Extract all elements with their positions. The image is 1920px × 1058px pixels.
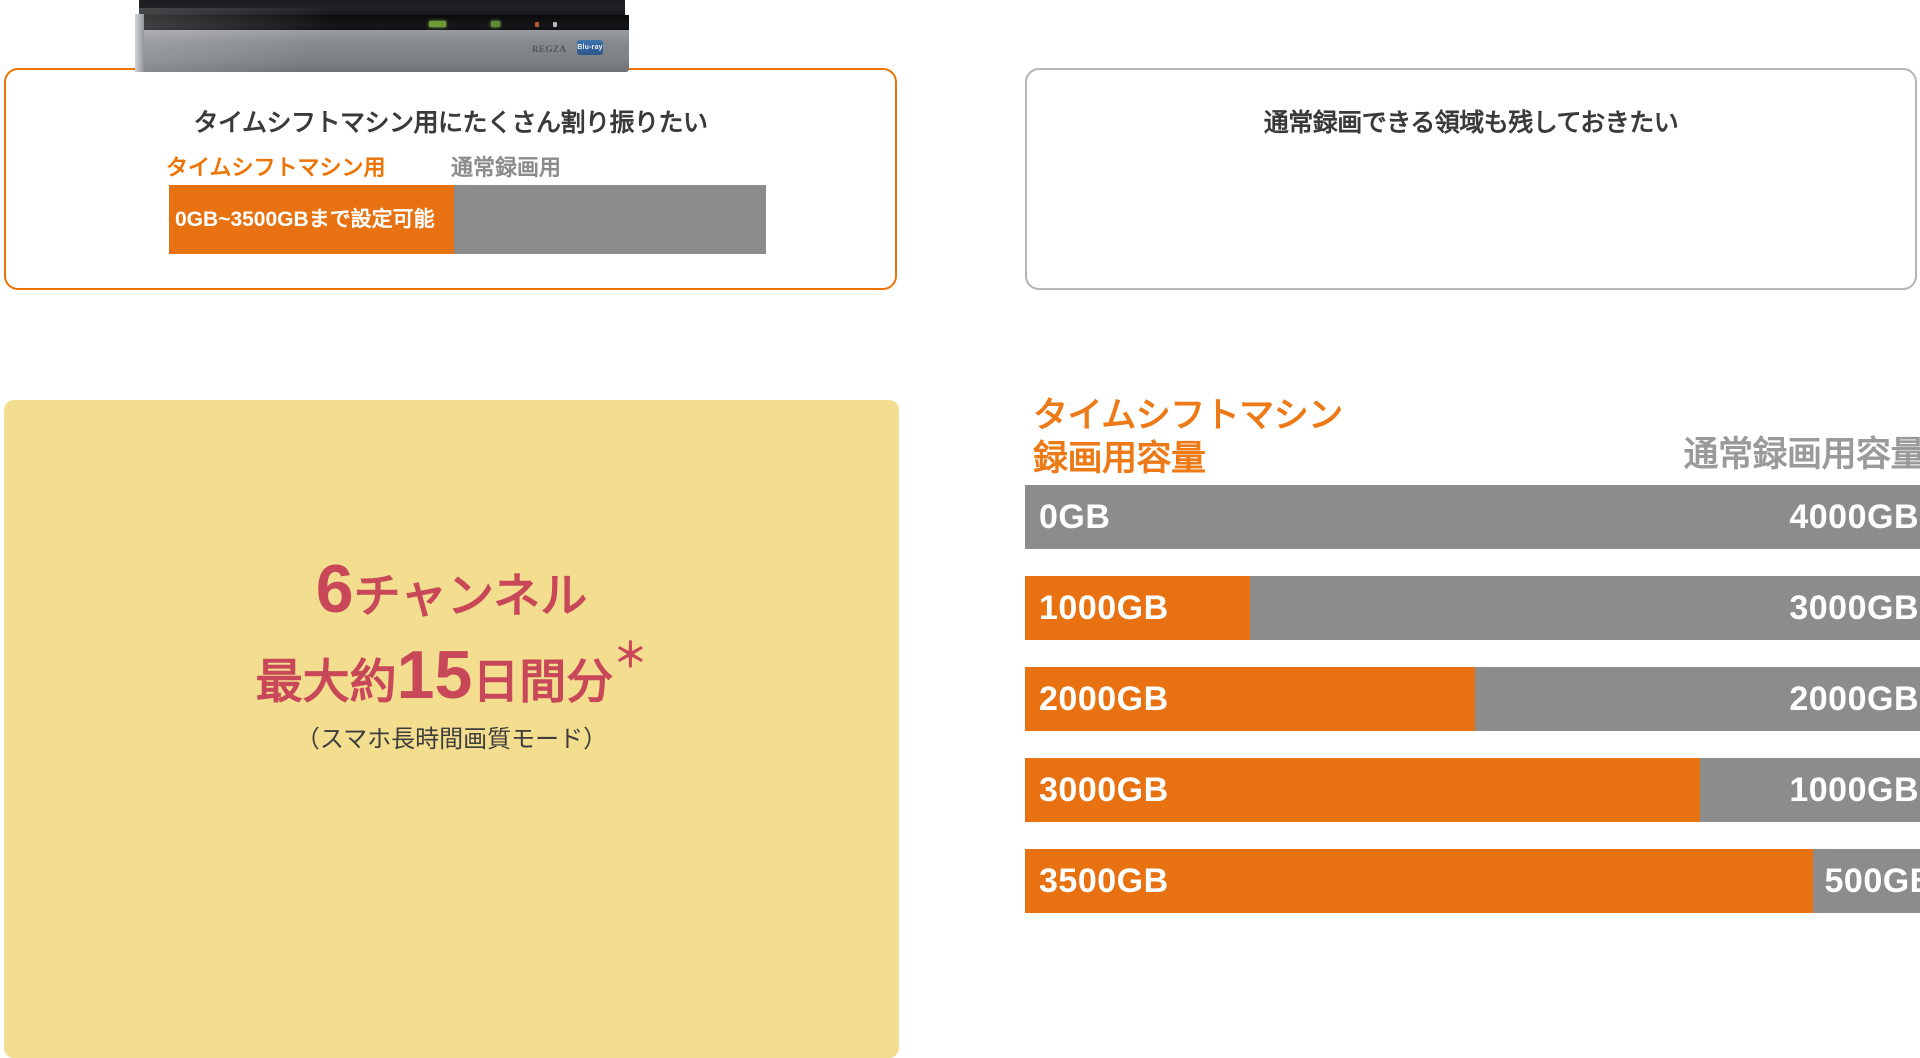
row-normal-segment: 1000GB [1700, 758, 1920, 822]
device-front-black-strip [135, 15, 629, 32]
regza-bluray-recorder-image: REGZA Blu-ray [133, 0, 631, 76]
row-normal-value: 1000GB [1789, 770, 1919, 809]
right-card-title: 通常録画できる領域も残しておきたい [1263, 109, 1679, 137]
chart-header-timeshift: タイムシフトマシン 録画用容量 [1033, 396, 1343, 478]
row-normal-value: 3000GB [1789, 588, 1919, 627]
row-timeshift-segment: 3500GB [1025, 849, 1813, 913]
device-record-led-icon [535, 22, 539, 27]
left-bar-range-label: 0GB~3500GBまで設定可能 [175, 207, 435, 231]
table-row: 3000GB 1000GB [1025, 758, 1920, 822]
channel-count-number: 6 [315, 550, 354, 627]
device-left-edge [135, 14, 144, 72]
row-timeshift-value: 0GB [1039, 497, 1111, 536]
legend-timeshift-label: タイムシフトマシン用 [166, 155, 386, 180]
row-timeshift-segment: 2000GB [1025, 667, 1475, 731]
days-prefix: 最大約 [255, 654, 397, 708]
row-timeshift-segment: 3000GB [1025, 758, 1700, 822]
row-normal-segment: 4000GB [1025, 485, 1920, 549]
row-timeshift-value: 3500GB [1039, 861, 1169, 900]
days-headline: 最大約15日間分＊ [255, 639, 648, 709]
table-row: 1000GB 3000GB [1025, 576, 1920, 640]
allocation-card-normal-preserved: 通常録画できる領域も残しておきたい タイムシフトマシン用 通常録画用 500GB… [1025, 68, 1917, 290]
footnote-asterisk: ＊ [613, 636, 648, 675]
left-card-legend: タイムシフトマシン用 通常録画用 [166, 150, 766, 182]
capacity-allocation-chart: タイムシフトマシン 録画用容量 通常録画用容量 0GB 4000GB 1000G… [1025, 395, 1920, 1058]
row-timeshift-value: 1000GB [1039, 588, 1169, 627]
table-row: 2000GB 2000GB [1025, 667, 1920, 731]
regza-logo: REGZA [532, 44, 567, 54]
channel-count-unit: チャンネル [353, 568, 588, 622]
device-front-panel [135, 30, 629, 72]
left-card-allocation-bar: 0GB~3500GBまで設定可能 [169, 185, 766, 254]
device-power-led-icon [553, 22, 557, 27]
chart-header-normal: 通常録画用容量 [1683, 435, 1920, 474]
channels-headline: 6チャンネル [316, 555, 587, 623]
left-bar-normal-segment [454, 185, 766, 254]
bluray-disc-logo-icon: Blu-ray [577, 40, 603, 55]
left-card-title: タイムシフトマシン用にたくさん割り振りたい [193, 109, 708, 137]
table-row: 0GB 4000GB [1025, 485, 1920, 549]
row-timeshift-value: 3000GB [1039, 770, 1169, 809]
allocation-card-timeshift-heavy: タイムシフトマシン用にたくさん割り振りたい タイムシフトマシン用 通常録画用 0… [4, 68, 897, 290]
row-normal-segment: 500GB [1813, 849, 1920, 913]
row-timeshift-value: 2000GB [1039, 679, 1169, 718]
days-unit: 日間分 [472, 654, 614, 708]
row-timeshift-segment: 1000GB [1025, 576, 1250, 640]
legend-normal-label: 通常録画用 [451, 155, 562, 180]
device-display-led-icon [429, 21, 446, 27]
row-normal-value: 2000GB [1789, 679, 1919, 718]
row-normal-segment: 2000GB [1475, 667, 1920, 731]
row-normal-value: 500GB [1824, 861, 1920, 900]
quality-mode-note: （スマホ長時間画質モード） [295, 725, 608, 753]
left-bar-timeshift-segment: 0GB~3500GBまで設定可能 [169, 185, 454, 254]
table-row: 3500GB 500GB [1025, 849, 1920, 913]
channels-highlight-panel: 6チャンネル 最大約15日間分＊ （スマホ長時間画質モード） [4, 400, 899, 1058]
days-number: 15 [396, 636, 473, 713]
device-status-led-icon [491, 21, 500, 27]
row-normal-segment: 3000GB [1250, 576, 1920, 640]
row-normal-value: 4000GB [1789, 497, 1919, 536]
chart-header: タイムシフトマシン 録画用容量 通常録画用容量 [1025, 395, 1920, 485]
